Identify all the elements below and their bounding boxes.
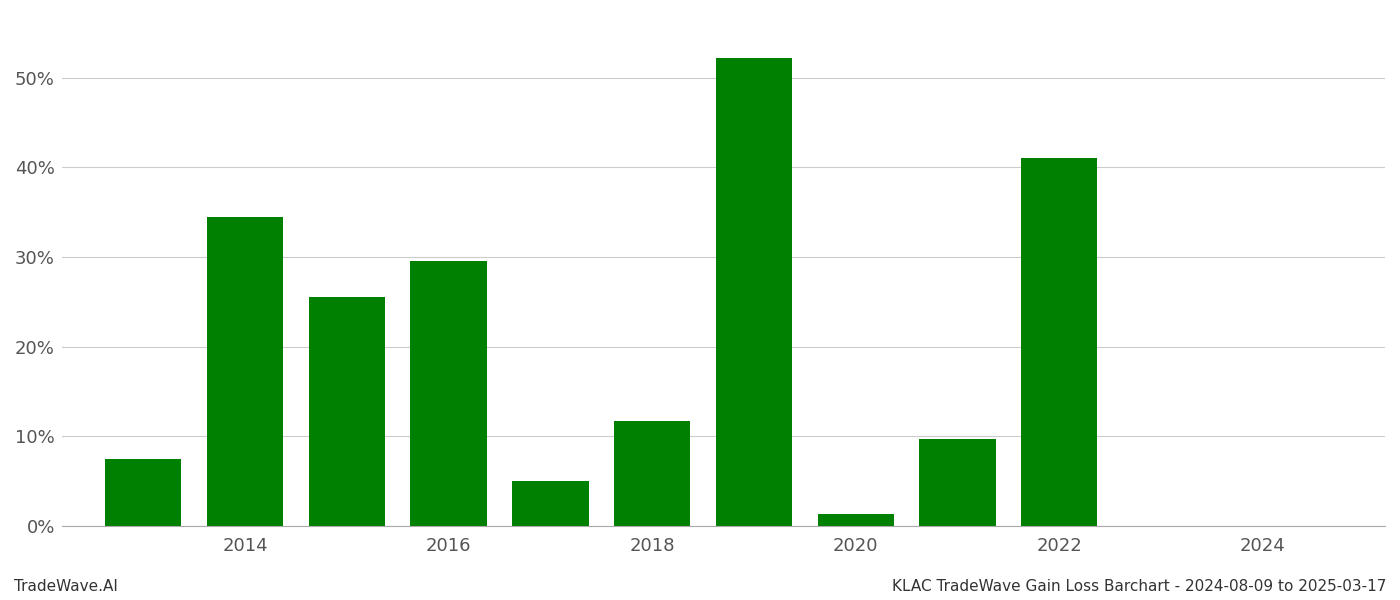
Bar [1021,158,1098,526]
Text: KLAC TradeWave Gain Loss Barchart - 2024-08-09 to 2025-03-17: KLAC TradeWave Gain Loss Barchart - 2024… [892,579,1386,594]
Bar [105,458,182,526]
Bar [410,262,487,526]
Bar [207,217,283,526]
Bar [715,58,792,526]
Bar [308,298,385,526]
Bar [615,421,690,526]
Bar [920,439,995,526]
Text: TradeWave.AI: TradeWave.AI [14,579,118,594]
Bar [512,481,588,526]
Bar [818,514,893,526]
